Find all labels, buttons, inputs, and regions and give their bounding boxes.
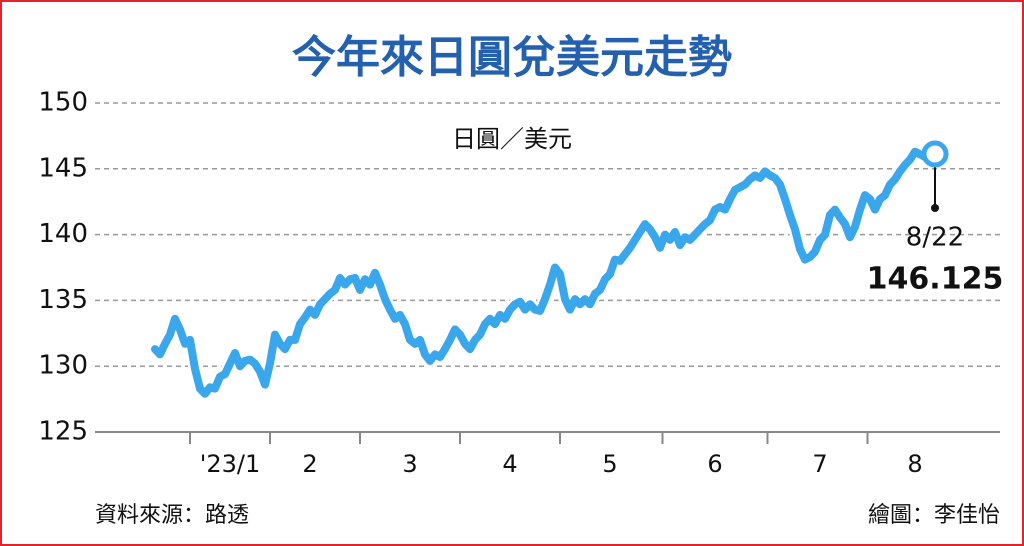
x-tick-label: 4 bbox=[502, 450, 517, 478]
source: 資料來源：路透 bbox=[95, 503, 249, 528]
y-tick-label: 125 bbox=[38, 417, 88, 447]
x-tick-label: 7 bbox=[812, 450, 827, 478]
end-marker bbox=[921, 140, 949, 168]
value-label: 146.125 bbox=[867, 261, 1004, 296]
annotation: 8/22 bbox=[906, 222, 964, 252]
unit-label: 日圓／美元 bbox=[452, 125, 572, 153]
y-tick-label: 150 bbox=[38, 88, 88, 118]
x-tick-label: 8 bbox=[907, 450, 922, 478]
credit: 繪圖：李佳怡 bbox=[868, 503, 1000, 528]
x-tick-label: '23/1 bbox=[200, 450, 261, 478]
y-tick-label: 140 bbox=[38, 219, 88, 249]
y-tick-label: 135 bbox=[38, 285, 88, 315]
chart-title: 今年來日圓兌美元走勢 bbox=[292, 32, 732, 83]
y-tick-label: 145 bbox=[38, 153, 88, 183]
line bbox=[151, 147, 939, 398]
x-tick-label: 6 bbox=[707, 450, 722, 478]
x-tick-label: 2 bbox=[302, 450, 317, 478]
x-tick-label: 3 bbox=[402, 450, 417, 478]
x-tick-label: 5 bbox=[602, 450, 617, 478]
y-tick-label: 130 bbox=[38, 351, 88, 381]
pointer-dot bbox=[931, 203, 939, 212]
